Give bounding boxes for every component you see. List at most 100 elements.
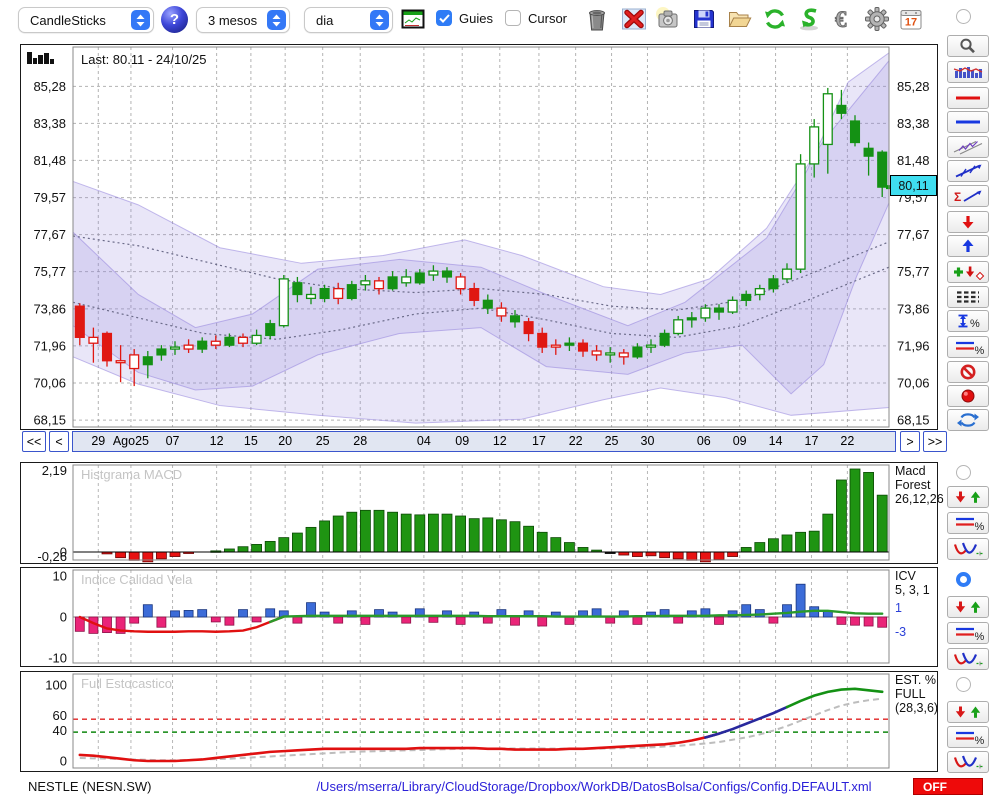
camera-icon (655, 6, 681, 32)
macd-bar (687, 552, 697, 560)
red-line-button[interactable] (947, 87, 989, 109)
red-down-arrow-icon (949, 214, 987, 230)
red-down-arrow-button[interactable] (947, 211, 989, 233)
svg-text:€: € (835, 7, 847, 32)
macd-bar (741, 547, 751, 552)
nav-prev-button[interactable]: < (49, 431, 69, 452)
nav-last-button[interactable]: >> (923, 431, 947, 452)
candle (619, 353, 628, 357)
icv-panel-radio[interactable] (956, 572, 971, 587)
nav-first-button[interactable]: << (22, 431, 46, 452)
settings-gear-button[interactable] (863, 5, 891, 33)
macd-bar (796, 532, 806, 552)
indicator-chart-button[interactable] (947, 61, 989, 83)
lines-percent-icon: % (949, 625, 987, 641)
icv-bar (715, 617, 724, 624)
chart-settings-button[interactable] (400, 8, 426, 30)
sync-button[interactable] (795, 5, 823, 33)
date-axis-track[interactable]: 29Ago25071215202528040912172225300609141… (72, 431, 896, 452)
icv-bar (252, 617, 261, 622)
icv-lines-percent-button[interactable]: % (947, 622, 989, 644)
icv-bar (198, 610, 207, 617)
off-toggle-button[interactable]: OFF (913, 778, 983, 795)
candle (130, 355, 139, 369)
mini-chart-icon (401, 9, 425, 29)
macd-wave-button[interactable] (947, 538, 989, 560)
forbid-button[interactable] (947, 361, 989, 383)
blue-line-button[interactable] (947, 111, 989, 133)
vertical-percent-icon: % (949, 313, 987, 329)
last-price-badge: 80,11 (890, 175, 937, 196)
lines-percent-button[interactable]: % (947, 336, 989, 358)
trendline-tool-button[interactable] (947, 160, 989, 182)
guies-checkbox[interactable] (436, 10, 452, 26)
vertical-percent-button[interactable]: % (947, 310, 989, 332)
stoch-updown-arrows-button[interactable] (947, 701, 989, 723)
toolbar: CandleSticks ? 3 mesos dia Guies Cursor … (0, 0, 1000, 40)
date-tick-label: 25 (605, 434, 619, 448)
zoom-tool-button[interactable] (947, 35, 989, 57)
candle (606, 353, 615, 355)
save-button[interactable] (690, 5, 718, 33)
stoch-wave-button[interactable] (947, 751, 989, 773)
macd-panel-radio[interactable] (956, 465, 971, 480)
candle (783, 269, 792, 279)
delete-x-button[interactable] (620, 5, 648, 33)
candle (143, 357, 152, 365)
nav-next-button[interactable]: > (900, 431, 920, 452)
trash-button[interactable] (583, 5, 611, 33)
stoch-main-line (787, 689, 882, 707)
candle (551, 345, 560, 347)
stoch-panel-radio[interactable] (956, 677, 971, 692)
record-button[interactable] (947, 385, 989, 407)
candle (320, 289, 329, 299)
refresh-sync-button[interactable] (947, 409, 989, 431)
y-axis-label: 73,86 (33, 301, 66, 316)
icv-bar (225, 617, 234, 625)
chart-type-select[interactable]: CandleSticks (18, 7, 154, 33)
help-button[interactable]: ? (161, 6, 188, 33)
config-path-link[interactable]: /Users/mserra/Library/CloudStorage/Dropb… (300, 779, 888, 794)
main-chart-plot[interactable]: 85,2885,2883,3883,3881,4881,4879,5779,57… (21, 45, 937, 429)
main-chart-radio[interactable] (956, 9, 971, 24)
icv-updown-arrows-button[interactable] (947, 596, 989, 618)
macd-updown-arrows-button[interactable] (947, 486, 989, 508)
macd-bar (524, 526, 534, 552)
candle (565, 343, 574, 345)
candle (769, 279, 778, 289)
icv-plot[interactable]: Indice Calidad Vela100-10 (21, 568, 937, 666)
candle (674, 320, 683, 334)
interval-select[interactable]: dia (304, 7, 393, 33)
cursor-toggle: Cursor (505, 10, 567, 26)
volume-toggle-icon[interactable] (25, 49, 57, 67)
euro-button[interactable]: € (830, 5, 858, 33)
blue-up-arrow-button[interactable] (947, 235, 989, 257)
add-signal-button[interactable] (947, 261, 989, 283)
sigma-trendline-button[interactable]: Σ (947, 185, 989, 207)
icv-wave-button[interactable] (947, 648, 989, 670)
cursor-checkbox[interactable] (505, 10, 521, 26)
macd-lines-percent-button[interactable]: % (947, 512, 989, 534)
y-axis-label: 2,19 (42, 463, 67, 478)
open-folder-button[interactable] (726, 5, 754, 33)
date-tick-label: 14 (769, 434, 783, 448)
channel-tool-button[interactable] (947, 136, 989, 158)
blue-line-icon (949, 114, 987, 130)
icv-bar (878, 617, 887, 627)
macd-bar (320, 521, 330, 552)
calendar-button[interactable]: 17 (897, 5, 925, 33)
refresh-button[interactable] (761, 5, 789, 33)
candle (75, 306, 84, 337)
stoch-lines-percent-button[interactable]: % (947, 726, 989, 748)
icv-bar (633, 617, 642, 624)
icv-bar (837, 617, 846, 624)
period-select[interactable]: 3 mesos (196, 7, 290, 33)
macd-plot[interactable]: Histgrama MACD2,190-0,26 (21, 463, 937, 563)
candle (579, 343, 588, 351)
dashed-lines-button[interactable] (947, 286, 989, 308)
stoch-plot[interactable]: Full Estocastico10060400 (21, 672, 937, 771)
camera-button[interactable] (654, 5, 682, 33)
macd-bar (401, 514, 411, 552)
date-tick-label: 12 (493, 434, 507, 448)
candle (511, 316, 520, 322)
